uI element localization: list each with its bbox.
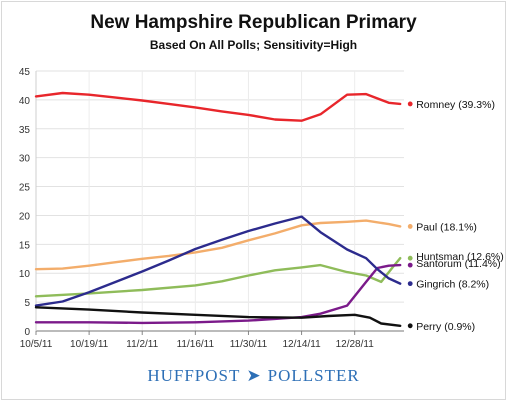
y-tick-label: 25 [19,183,31,194]
x-tick-label: 12/28/11 [336,339,375,350]
chart-subtitle: Based On All Polls; Sensitivity=High [149,38,358,52]
y-tick-label: 45 [19,67,31,78]
y-tick-label: 20 [19,211,31,222]
series-end-dot-perry [407,323,413,329]
x-tick-label: 11/16/11 [177,339,215,350]
series-label-romney: Romney (39.3%) [416,99,495,111]
series-end-dot-huntsman [407,255,413,261]
series-label-santorum: Santorum (11.4%) [416,258,500,270]
series-label-perry: Perry (0.9%) [416,321,475,333]
y-tick-label: 35 [19,125,31,136]
brand-pollster: POLLSTER [267,366,360,385]
series-end-dot-santorum [407,262,413,268]
series-line-huntsman [34,257,402,298]
y-tick-label: 40 [19,96,31,107]
x-tick-label: 10/19/11 [70,339,109,350]
series-end-dot-romney [407,101,413,107]
brand-logo: HUFFPOST ➤ POLLSTER [2,366,505,386]
brand-huffpost: HUFFPOST [147,366,241,385]
x-tick-label: 11/30/11 [230,339,268,350]
x-tick-label: 11/2/11 [126,339,158,350]
series-line-gingrich [34,215,402,307]
x-tick-label: 12/14/11 [282,339,321,350]
y-tick-label: 5 [24,298,30,309]
y-tick-label: 0 [24,327,30,338]
series-label-huntsman: Huntsman (12.6%) [416,251,504,263]
x-tick-label: 10/5/11 [20,339,53,350]
y-tick-label: 15 [19,240,31,251]
series-line-perry [34,306,402,327]
series-line-romney [34,91,402,122]
series-line-paul [34,219,402,271]
series-label-paul: Paul (18.1%) [416,221,477,233]
chart-title: New Hampshire Republican Primary [90,12,417,33]
series-label-gingrich: Gingrich (8.2%) [416,279,489,291]
series-end-dot-paul [407,224,413,229]
y-tick-label: 30 [19,154,31,165]
y-tick-label: 10 [19,269,31,280]
series-end-dot-gingrich [407,281,413,287]
paper-plane-icon: ➤ [246,366,262,385]
